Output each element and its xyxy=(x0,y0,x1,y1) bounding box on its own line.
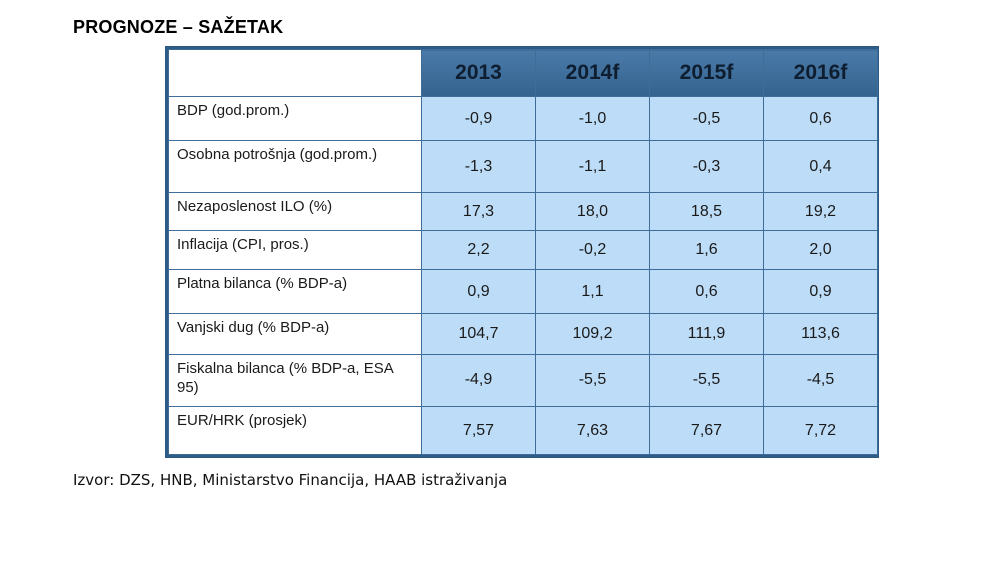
table-cell: -0,9 xyxy=(421,95,536,142)
row-label: BDP (god.prom.) xyxy=(168,95,422,142)
table-cell: -5,5 xyxy=(535,353,650,408)
header-row: 2013 2014f 2015f 2016f xyxy=(168,49,878,97)
column-header-2015f: 2015f xyxy=(649,49,764,97)
table-row: BDP (god.prom.) -0,9 -1,0 -0,5 0,6 xyxy=(168,95,878,142)
table-cell: 1,1 xyxy=(535,268,650,315)
row-label: EUR/HRK (prosjek) xyxy=(168,406,422,455)
table-cell: 111,9 xyxy=(649,313,764,355)
table-cell: -1,1 xyxy=(535,140,650,194)
table-cell: 109,2 xyxy=(535,313,650,355)
table-row: Vanjski dug (% BDP-a) 104,7 109,2 111,9 … xyxy=(168,313,878,355)
table-row: Platna bilanca (% BDP-a) 0,9 1,1 0,6 0,9 xyxy=(168,268,878,315)
table-cell: 7,57 xyxy=(421,406,536,455)
table-cell: -0,2 xyxy=(535,230,650,270)
table-cell: 2,2 xyxy=(421,230,536,270)
table-cell: 0,6 xyxy=(649,268,764,315)
row-label: Osobna potrošnja (god.prom.) xyxy=(168,140,422,194)
table-row: EUR/HRK (prosjek) 7,57 7,63 7,67 7,72 xyxy=(168,406,878,455)
column-header-2013: 2013 xyxy=(421,49,536,97)
table-cell: 0,6 xyxy=(763,95,878,142)
table-cell: -1,3 xyxy=(421,140,536,194)
table-cell: 7,63 xyxy=(535,406,650,455)
table-cell: 7,72 xyxy=(763,406,878,455)
table-cell: 19,2 xyxy=(763,192,878,232)
row-label: Inflacija (CPI, pros.) xyxy=(168,230,422,270)
table-cell: 17,3 xyxy=(421,192,536,232)
page-title: PROGNOZE – SAŽETAK xyxy=(73,17,284,37)
table-cell: 104,7 xyxy=(421,313,536,355)
table-row: Osobna potrošnja (god.prom.) -1,3 -1,1 -… xyxy=(168,140,878,194)
row-label: Fiskalna bilanca (% BDP-a, ESA 95) xyxy=(168,353,422,408)
table-cell: 18,0 xyxy=(535,192,650,232)
table-row: Fiskalna bilanca (% BDP-a, ESA 95) -4,9 … xyxy=(168,353,878,408)
table-cell: 7,67 xyxy=(649,406,764,455)
column-header-2014f: 2014f xyxy=(535,49,650,97)
header-corner-cell xyxy=(168,49,422,97)
table-cell: -5,5 xyxy=(649,353,764,408)
table-cell: 2,0 xyxy=(763,230,878,270)
forecast-table: 2013 2014f 2015f 2016f BDP (god.prom.) -… xyxy=(165,46,879,458)
table-cell: -4,5 xyxy=(763,353,878,408)
row-label: Nezaposlenost ILO (%) xyxy=(168,192,422,232)
table-cell: 113,6 xyxy=(763,313,878,355)
source-note: Izvor: DZS, HNB, Ministarstvo Financija,… xyxy=(73,471,508,489)
table-cell: -4,9 xyxy=(421,353,536,408)
row-label: Vanjski dug (% BDP-a) xyxy=(168,313,422,355)
table-cell: -0,3 xyxy=(649,140,764,194)
forecast-table-grid: 2013 2014f 2015f 2016f BDP (god.prom.) -… xyxy=(168,49,878,455)
table-cell: 1,6 xyxy=(649,230,764,270)
table-cell: 0,9 xyxy=(763,268,878,315)
row-label: Platna bilanca (% BDP-a) xyxy=(168,268,422,315)
column-header-2016f: 2016f xyxy=(763,49,878,97)
table-cell: 0,9 xyxy=(421,268,536,315)
table-cell: 18,5 xyxy=(649,192,764,232)
table-cell: -0,5 xyxy=(649,95,764,142)
table-row: Nezaposlenost ILO (%) 17,3 18,0 18,5 19,… xyxy=(168,192,878,232)
table-cell: -1,0 xyxy=(535,95,650,142)
table-row: Inflacija (CPI, pros.) 2,2 -0,2 1,6 2,0 xyxy=(168,230,878,270)
table-cell: 0,4 xyxy=(763,140,878,194)
